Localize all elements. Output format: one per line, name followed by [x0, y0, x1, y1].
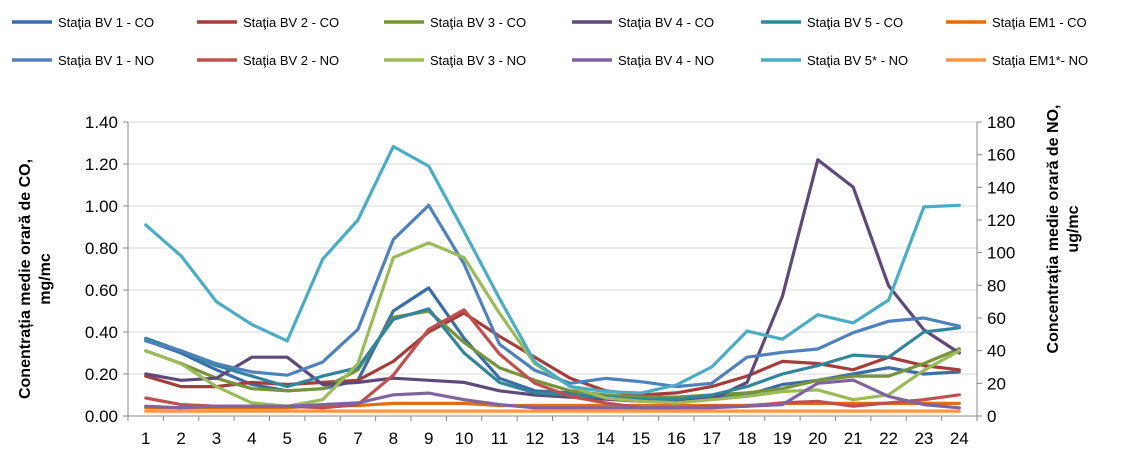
- series-line-sta-ia-bv-4-co: [144, 158, 961, 403]
- x-tick-label: 9: [424, 429, 433, 448]
- legend-item-sta-ia-bv-3-no: Staţia BV 3 - NO: [384, 53, 526, 68]
- y-left-tick-label: 0.20: [85, 365, 118, 384]
- legend-label: Staţia BV 4 - NO: [618, 53, 714, 68]
- legend-item-sta-ia-bv-2-co: Staţia BV 2 - CO: [197, 15, 339, 30]
- legend-label: Staţia BV 1 - CO: [58, 15, 154, 30]
- y-right-tick-label: 80: [987, 276, 1006, 295]
- x-tick-label: 3: [212, 429, 221, 448]
- x-tick-label: 24: [950, 429, 969, 448]
- legend-item-sta-ia-bv-4-no: Staţia BV 4 - NO: [572, 53, 714, 68]
- legend-label: Staţia BV 2 - NO: [243, 53, 339, 68]
- axes: [123, 121, 982, 421]
- x-tick-label: 8: [389, 429, 398, 448]
- legend-item-sta-ia-bv-5-no: Staţia BV 5* - NO: [761, 53, 908, 68]
- x-tick-label: 23: [914, 429, 933, 448]
- series-line-sta-ia-bv-5-co: [144, 307, 961, 401]
- series-layer: [144, 144, 961, 413]
- y-right-tick-label: 40: [987, 342, 1006, 361]
- y-left-tick-label: 1.40: [85, 113, 118, 132]
- legend-item-sta-ia-bv-1-co: Staţia BV 1 - CO: [12, 15, 154, 30]
- x-tick-label: 22: [879, 429, 898, 448]
- y-right-tick-label: 140: [987, 178, 1015, 197]
- y-left-tick-label: 0.60: [85, 281, 118, 300]
- y-left-tick-label: 1.00: [85, 197, 118, 216]
- series-line-sta-ia-bv-4-no: [144, 378, 961, 410]
- legend-item-sta-ia-bv-1-no: Staţia BV 1 - NO: [12, 53, 154, 68]
- legend-label: Staţia BV 5 - CO: [807, 15, 903, 30]
- legend-item-sta-ia-bv-3-co: Staţia BV 3 - CO: [384, 15, 526, 30]
- legend-item-sta-ia-bv-2-no: Staţia BV 2 - NO: [197, 53, 339, 68]
- legend-item-sta-ia-bv-4-co: Staţia BV 4 - CO: [572, 15, 714, 30]
- x-tick-label: 19: [773, 429, 792, 448]
- y-axis-right-label: Concentrația medie orară de NO, ug/mc: [1045, 105, 1082, 354]
- y-right-tick-label: 60: [987, 309, 1006, 328]
- x-tick-label: 21: [844, 429, 863, 448]
- x-tick-label: 11: [491, 429, 509, 448]
- legend-item-sta-ia-bv-5-co: Staţia BV 5 - CO: [761, 15, 903, 30]
- x-tick-label: 15: [631, 429, 650, 448]
- y-right-tick-label: 160: [987, 146, 1015, 165]
- x-tick-label: 16: [667, 429, 686, 448]
- x-tick-label: 10: [455, 429, 474, 448]
- series-line-sta-ia-bv-3-co: [144, 309, 961, 399]
- x-tick-label: 20: [808, 429, 827, 448]
- legend-item-sta-ia-em1-no: Staţia EM1*- NO: [946, 53, 1088, 68]
- legend-label: Staţia BV 2 - CO: [243, 15, 339, 30]
- legend-label: Staţia BV 5* - NO: [807, 53, 908, 68]
- y-left-tick-label: 0.80: [85, 239, 118, 258]
- legend-label: Staţia BV 1 - NO: [58, 53, 154, 68]
- right-axis-ticks: 0 20 40 60 80 100 120 140 160 180: [987, 113, 1015, 426]
- x-tick-label: 4: [247, 429, 256, 448]
- y-right-tick-label: 120: [987, 211, 1015, 230]
- legend-label: Staţia BV 3 - CO: [430, 15, 526, 30]
- x-tick-label: 6: [318, 429, 327, 448]
- y-left-tick-label: 0.40: [85, 323, 118, 342]
- legend-label: Staţia BV 4 - CO: [618, 15, 714, 30]
- x-axis-ticks: 1 2 3 4 5 6 7 8 9 10 11 12 13 14 15 16 17 18 19 20 21 22 23 24: [141, 429, 969, 448]
- legend-label: Staţia EM1*- NO: [992, 53, 1088, 68]
- x-tick-label: 7: [353, 429, 362, 448]
- x-tick-label: 17: [702, 429, 721, 448]
- y-right-tick-label: 20: [987, 374, 1006, 393]
- y-right-tick-label: 0: [987, 407, 996, 426]
- x-tick-label: 18: [738, 429, 757, 448]
- y-left-tick-label: 1.20: [85, 155, 118, 174]
- legend: Staţia BV 1 - CO Staţia BV 2 - CO Staţia B…: [12, 15, 1088, 68]
- x-tick-label: 1: [141, 429, 150, 448]
- x-tick-label: 13: [561, 429, 580, 448]
- x-tick-label: 5: [282, 429, 291, 448]
- left-axis-ticks: 0.00 0.20 0.40 0.60 0.80 1.00 1.20 1.40: [85, 113, 118, 426]
- x-tick-label: 2: [176, 429, 185, 448]
- y-left-tick-label: 0.00: [85, 407, 118, 426]
- y-right-tick-label: 100: [987, 244, 1015, 263]
- legend-label: Staţia BV 3 - NO: [430, 53, 526, 68]
- legend-label: Staţia EM1 - CO: [992, 15, 1087, 30]
- series-line-sta-ia-bv-5-no: [144, 144, 961, 395]
- y-axis-left-label: Conentrația medie orară de CO, mg/mc: [17, 159, 54, 399]
- y-right-tick-label: 180: [987, 113, 1015, 132]
- legend-item-sta-ia-em1-co: Staţia EM1 - CO: [946, 15, 1087, 30]
- x-tick-label: 14: [596, 429, 615, 448]
- x-tick-label: 12: [525, 429, 544, 448]
